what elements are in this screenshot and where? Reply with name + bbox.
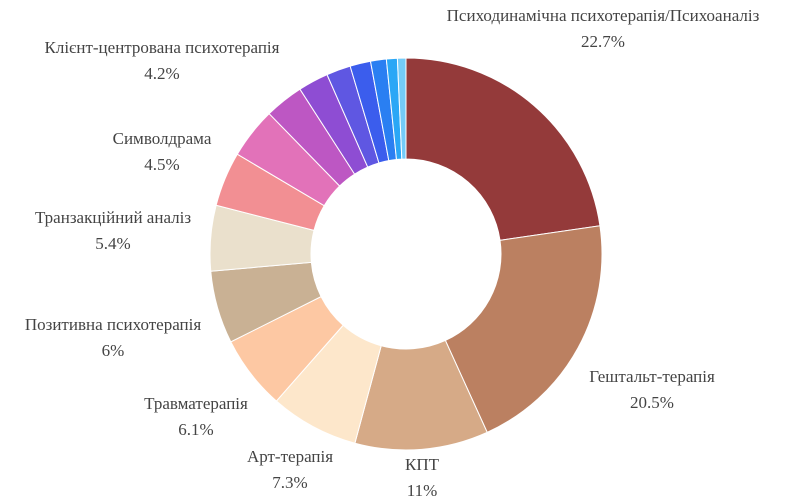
slice-value-label: 4.5% — [144, 155, 179, 174]
donut-slice — [444, 225, 603, 434]
slice-label: Травматерапія — [144, 394, 248, 413]
slice-label: КПТ — [405, 455, 440, 474]
slice-label: Психодинамічна психотерапія/Психоаналіз — [447, 6, 760, 25]
slice-value-label: 6% — [102, 341, 125, 360]
slice-label: Позитивна психотерапія — [25, 315, 202, 334]
donut-slice — [396, 57, 407, 160]
slice-value-label: 5.4% — [95, 234, 130, 253]
slice-label: Клієнт-центрована психотерапія — [45, 38, 280, 57]
donut-slice — [405, 57, 601, 241]
slice-value-label: 11% — [407, 481, 438, 500]
slice-label: Символдрама — [113, 129, 212, 148]
slice-value-label: 4.2% — [144, 64, 179, 83]
slice-value-label: 6.1% — [178, 420, 213, 439]
slice-value-label: 7.3% — [272, 473, 307, 492]
slice-label: Гештальт-терапія — [589, 367, 715, 386]
slice-value-label: 22.7% — [581, 32, 625, 51]
slice-label: Транзакційний аналіз — [35, 208, 191, 227]
slice-value-label: 20.5% — [630, 393, 674, 412]
slice-label: Арт-терапія — [247, 447, 333, 466]
